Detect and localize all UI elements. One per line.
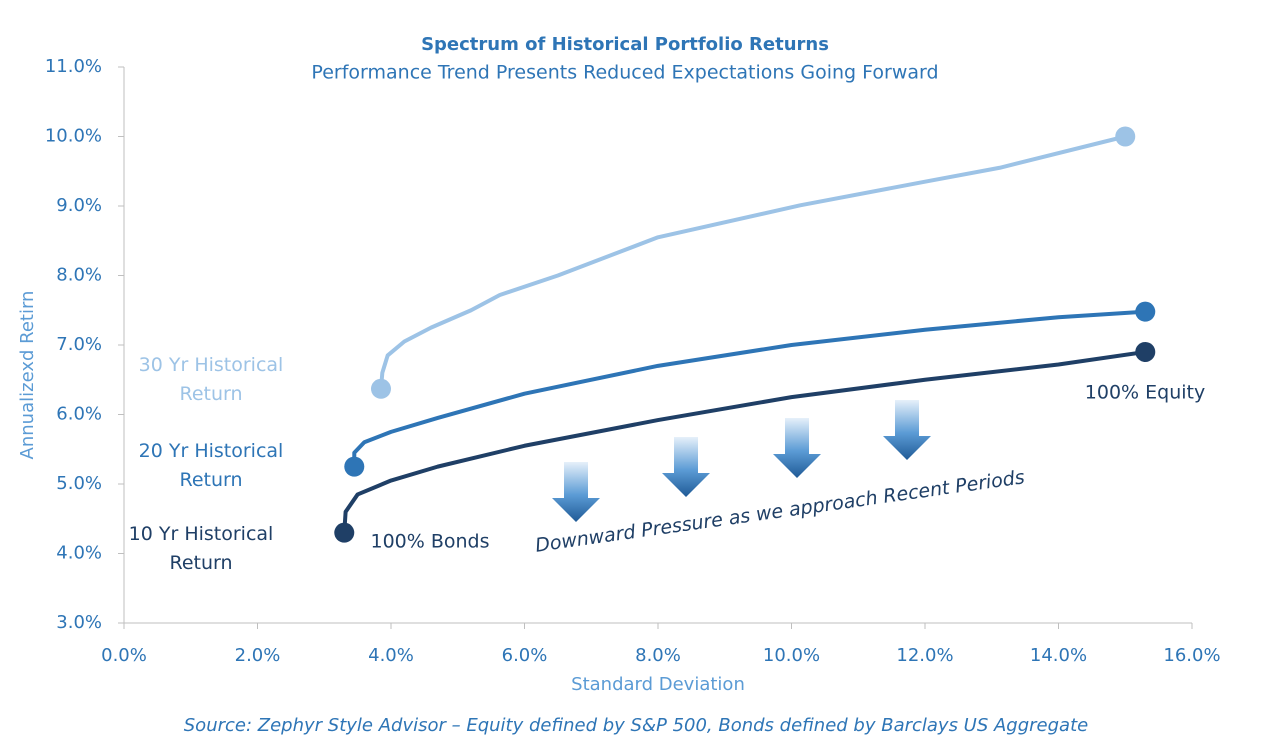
series-label: 30 Yr Historical Return <box>138 354 284 405</box>
x-tick-label: 6.0% <box>502 645 548 666</box>
y-tick-label: 9.0% <box>56 195 102 216</box>
y-tick-label: 8.0% <box>56 265 102 286</box>
arrow <box>662 437 710 497</box>
y-tick-label: 7.0% <box>56 334 102 355</box>
end-marker <box>1115 126 1136 147</box>
y-axis-label: Annualizexd Retirn <box>17 291 38 460</box>
x-tick-label: 12.0% <box>896 645 953 666</box>
series-label: 10 Yr Historical Return <box>128 523 274 574</box>
end-marker <box>344 456 365 477</box>
y-tick-label: 4.0% <box>56 543 102 564</box>
chart-title: Spectrum of Historical Portfolio Returns <box>421 34 829 55</box>
annotation: 100% Bonds <box>370 531 489 553</box>
end-marker <box>1135 301 1156 322</box>
arrow <box>552 462 600 522</box>
x-tick-label: 2.0% <box>235 645 281 666</box>
x-tick-label: 14.0% <box>1030 645 1087 666</box>
x-tick-label: 8.0% <box>635 645 681 666</box>
series-line <box>352 309 1148 469</box>
x-tick-label: 0.0% <box>101 645 147 666</box>
series-line <box>378 134 1128 391</box>
arrow <box>773 418 821 478</box>
x-axis-label: Standard Deviation <box>571 674 745 695</box>
chart-subtitle: Performance Trend Presents Reduced Expec… <box>311 62 938 84</box>
annotation: Downward Pressure as we approach Recent … <box>534 466 1026 557</box>
y-tick-label: 11.0% <box>45 56 102 77</box>
x-tick-label: 16.0% <box>1163 645 1220 666</box>
series-label: 20 Yr Historical Return <box>138 440 284 491</box>
x-tick-label: 4.0% <box>368 645 414 666</box>
y-tick-label: 3.0% <box>56 612 102 633</box>
arrow <box>883 400 931 460</box>
y-tick-label: 10.0% <box>45 126 102 147</box>
pressure-arrows <box>552 400 931 522</box>
series-line <box>342 349 1148 535</box>
end-marker <box>334 522 355 543</box>
annotation: 100% Equity <box>1085 382 1205 404</box>
x-tick-label: 10.0% <box>763 645 820 666</box>
end-marker <box>370 378 391 399</box>
source-note: Source: Zephyr Style Advisor – Equity de… <box>184 715 1088 736</box>
end-marker <box>1135 341 1156 362</box>
y-tick-label: 5.0% <box>56 473 102 494</box>
y-tick-label: 6.0% <box>56 404 102 425</box>
